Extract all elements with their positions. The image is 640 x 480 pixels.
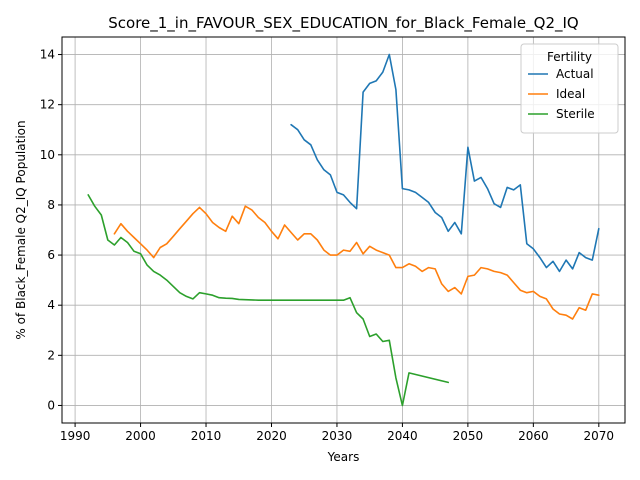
series-lines bbox=[87, 53, 600, 407]
x-tick-label: 2040 bbox=[387, 429, 418, 443]
y-tick-label: 14 bbox=[40, 48, 55, 62]
legend-label-sterile: Sterile bbox=[556, 107, 595, 121]
series-line-sterile bbox=[87, 194, 450, 407]
y-tick-label: 2 bbox=[47, 348, 55, 362]
legend-items: Actual Ideal Sterile bbox=[528, 67, 595, 121]
x-axis-label: Years bbox=[327, 450, 360, 464]
x-tick-label: 2070 bbox=[584, 429, 615, 443]
x-tick-label: 1990 bbox=[60, 429, 91, 443]
legend-label-actual: Actual bbox=[556, 67, 594, 81]
plot-frame bbox=[61, 36, 626, 424]
x-tick-label: 2030 bbox=[322, 429, 353, 443]
y-tick-label: 8 bbox=[47, 198, 55, 212]
x-tick-label: 2020 bbox=[256, 429, 287, 443]
legend: Fertility Actual Ideal Sterile bbox=[520, 43, 619, 134]
legend-box bbox=[520, 43, 619, 134]
legend-label-ideal: Ideal bbox=[556, 87, 585, 101]
x-tick-label: 2050 bbox=[453, 429, 484, 443]
x-tick-label: 2010 bbox=[191, 429, 222, 443]
chart-title: Score_1_in_FAVOUR_SEX_EDUCATION_for_Blac… bbox=[108, 14, 578, 33]
x-tick-label: 2060 bbox=[518, 429, 549, 443]
legend-title: Fertility bbox=[547, 50, 592, 64]
x-tick-label: 2000 bbox=[125, 429, 156, 443]
series-line-ideal bbox=[113, 205, 600, 320]
series-line-actual bbox=[290, 53, 600, 273]
y-axis-ticks: 0 2 4 6 8 10 12 14 bbox=[40, 48, 62, 412]
y-tick-label: 10 bbox=[40, 148, 55, 162]
y-axis-label: % of Black_Female Q2_IQ Population bbox=[14, 120, 28, 339]
y-tick-label: 4 bbox=[47, 298, 55, 312]
y-tick-label: 12 bbox=[40, 98, 55, 112]
x-axis-ticks: 1990 2000 2010 2020 2030 2040 2050 2060 2070 bbox=[60, 423, 614, 443]
y-tick-label: 6 bbox=[47, 248, 55, 262]
y-tick-label: 0 bbox=[47, 398, 55, 412]
